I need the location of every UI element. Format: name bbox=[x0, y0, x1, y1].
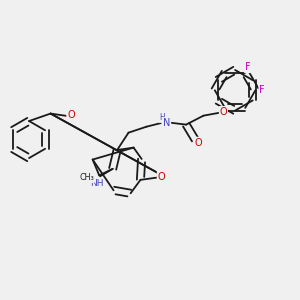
Text: CH₃: CH₃ bbox=[80, 173, 94, 182]
Text: O: O bbox=[67, 110, 75, 120]
Text: H: H bbox=[159, 113, 165, 122]
Text: F: F bbox=[259, 85, 265, 95]
Text: N: N bbox=[163, 118, 170, 128]
Text: NH: NH bbox=[90, 179, 104, 188]
Text: O: O bbox=[158, 172, 166, 182]
Text: O: O bbox=[158, 172, 165, 182]
Text: O: O bbox=[194, 137, 202, 148]
Text: F: F bbox=[245, 62, 250, 72]
Text: O: O bbox=[220, 107, 227, 117]
